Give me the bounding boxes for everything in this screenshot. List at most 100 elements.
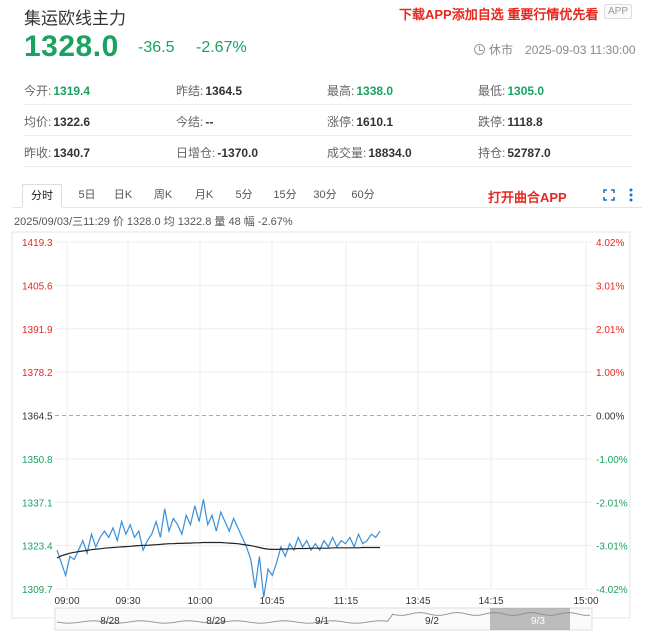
stat-value: 1340.7 [53, 146, 91, 160]
app-badge[interactable]: APP [604, 4, 633, 19]
stat-label: 最高: [327, 84, 355, 98]
tab-5[interactable]: 5分 [235, 189, 253, 201]
y-axis-right-tick: 2.01% [596, 325, 624, 336]
stat-item: 昨结: 1364.5 [176, 82, 242, 99]
y-axis-right-tick: -2.01% [596, 498, 628, 509]
stats-row: 昨收: 1340.7 日增仓: -1370.0 成交量: 18834.0 持仓: 52787.… [24, 136, 632, 167]
market-status-label: 休市 [489, 43, 514, 57]
intraday-chart[interactable]: 1419.3 4.02% 1405.6 3.01% 1391.9 2.01% 1378.2 1… [0, 228, 660, 640]
stat-value: 52787.0 [507, 146, 551, 160]
header: 集运欧线主力 下载APP添加自选 重要行情优先看 APP [0, 0, 660, 28]
navigator-selection [490, 608, 570, 630]
y-axis-left-tick: 1309.7 [22, 585, 53, 596]
stat-item: 最低: 1305.0 [478, 82, 544, 99]
x-axis-tick: 09:00 [54, 596, 79, 607]
x-axis-tick: 10:45 [259, 596, 284, 607]
stat-value: 1610.1 [356, 115, 394, 129]
y-axis-right-tick: -3.01% [596, 542, 628, 553]
stat-label: 今结: [176, 115, 204, 129]
navigator-date-label: 9/3 [531, 616, 545, 627]
stats-table: 今开: 1319.4 昨结: 1364.5 最高: 1338.0 最低: 1305.0 均价: 1… [24, 74, 632, 167]
stat-item: 日增仓: -1370.0 [176, 144, 258, 161]
stat-label: 昨收: [24, 146, 52, 160]
stat-value: 1364.5 [205, 84, 243, 98]
navigator-date-label: 8/29 [206, 616, 226, 627]
tab-6[interactable]: 15分 [273, 189, 297, 201]
chart-period-tabs: 60分 30分 15分 5分 月K 周K 日K 5日 分时 打开曲合APP [12, 184, 642, 208]
tab-7[interactable]: 30分 [313, 189, 337, 201]
y-axis-right-tick: 1.00% [596, 368, 624, 379]
price-change-percent: -2.67% [196, 39, 247, 56]
stat-label: 跌停: [478, 115, 506, 129]
price-change: -36.5 [138, 39, 175, 56]
tab-2[interactable]: 日K [113, 189, 133, 201]
stat-value: 1319.4 [53, 84, 91, 98]
open-app-link[interactable]: 打开曲合APP [488, 190, 567, 205]
navigator-date-label: 9/2 [425, 616, 439, 627]
y-axis-left-tick: 1337.1 [22, 498, 53, 509]
stat-item: 今结: -- [176, 113, 213, 130]
navigator-strip [54, 607, 593, 631]
navigator-date-label: 9/1 [315, 616, 329, 627]
stat-label: 今开: [24, 84, 52, 98]
instrument-name: 集运欧线主力 [24, 9, 126, 28]
stat-label: 最低: [478, 84, 506, 98]
tab-3[interactable]: 周K [153, 189, 173, 201]
x-axis-tick: 14:15 [478, 596, 503, 607]
stat-item: 今开: 1319.4 [24, 82, 90, 99]
clock-icon [474, 44, 485, 55]
stat-value: -- [205, 115, 214, 129]
y-axis-left-tick: 1391.9 [22, 325, 53, 336]
x-axis-tick: 09:30 [115, 596, 140, 607]
price-line [56, 499, 381, 598]
y-axis-left-tick: 1323.4 [22, 542, 53, 553]
stats-row: 今开: 1319.4 昨结: 1364.5 最高: 1338.0 最低: 1305.0 [24, 74, 632, 105]
y-axis-left-tick: 1364.5 [22, 412, 53, 423]
tab-4[interactable]: 月K [194, 189, 214, 201]
y-axis-left-tick: 1350.8 [22, 455, 53, 466]
stat-item: 成交量: 18834.0 [327, 144, 412, 161]
download-app-promo-link[interactable]: 下载APP添加自选 重要行情优先看 [399, 7, 599, 22]
stat-value: 1322.6 [53, 115, 91, 129]
stat-value: 1305.0 [507, 84, 545, 98]
y-axis-left-tick: 1405.6 [22, 281, 53, 292]
stat-item: 涨停: 1610.1 [327, 113, 393, 130]
y-axis-right-tick: 4.02% [596, 238, 624, 249]
more-menu-icon[interactable] [628, 187, 634, 203]
x-axis-tick: 10:00 [187, 596, 212, 607]
stat-label: 涨停: [327, 115, 355, 129]
market-status: 休市 2025-09-03 11:30:00 [474, 41, 636, 58]
stat-value: 1338.0 [356, 84, 394, 98]
stat-label: 持仓: [478, 146, 506, 160]
stat-item: 最高: 1338.0 [327, 82, 393, 99]
stat-value: -1370.0 [217, 146, 259, 160]
tab-8[interactable]: 60分 [351, 189, 375, 201]
y-axis-right-tick: -4.02% [596, 585, 628, 596]
fullscreen-icon[interactable] [603, 189, 615, 201]
stats-row: 均价: 1322.6 今结: -- 涨停: 1610.1 跌停: 1118.8 [24, 105, 632, 136]
stat-value: 1118.8 [507, 115, 543, 129]
y-axis-left-tick: 1419.3 [22, 238, 53, 249]
crosshair-info-line: 2025/09/03/三11:29 价 1328.0 均 1322.8 量 48… [14, 216, 293, 228]
tab-0[interactable]: 分时 [22, 184, 62, 208]
stat-label: 成交量: [327, 146, 367, 160]
stat-label: 均价: [24, 115, 52, 129]
stat-item: 均价: 1322.6 [24, 113, 90, 130]
tab-1[interactable]: 5日 [78, 189, 96, 201]
y-axis-right-tick: 0.00% [596, 412, 624, 423]
stat-item: 跌停: 1118.8 [478, 113, 543, 130]
stat-value: 18834.0 [368, 146, 412, 160]
stat-label: 昨结: [176, 84, 204, 98]
stat-item: 昨收: 1340.7 [24, 144, 90, 161]
last-price: 1328.0 [24, 30, 119, 63]
x-axis-tick: 13:45 [405, 596, 430, 607]
navigator-date-label: 8/28 [100, 616, 120, 627]
price-row: 1328.0 -36.5 -2.67% 休市 2025-09-03 11:30:… [0, 30, 660, 66]
y-axis-right-tick: 3.01% [596, 281, 624, 292]
average-price-line [56, 541, 380, 559]
stat-label: 日增仓: [176, 146, 216, 160]
chart-frame [11, 231, 631, 619]
x-axis-tick: 11:15 [334, 596, 359, 607]
y-axis-left-tick: 1378.2 [22, 368, 53, 379]
quote-datetime: 2025-09-03 11:30:00 [525, 42, 636, 57]
